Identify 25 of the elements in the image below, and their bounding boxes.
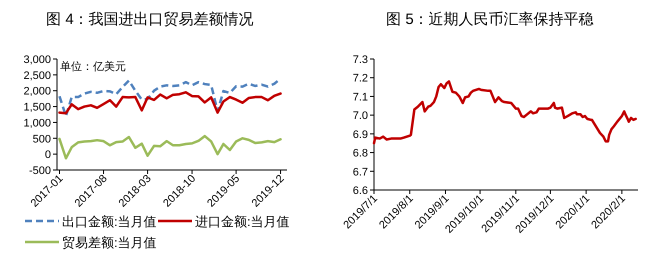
chart-title: 图 4：我国进出口贸易差额情况 [46,11,254,28]
y-tick-label: 500 [32,133,51,146]
y-tick-label: -500 [28,165,51,177]
y-tick-label: 6.6 [352,185,368,197]
annotation: 单位：亿美元 [60,60,126,73]
y-tick-label: 1,500 [23,102,51,114]
legend-label: 出口金额:当月值 [62,214,157,229]
y-tick-label: 1,000 [23,117,51,130]
legend-label: 贸易差额:当月值 [62,235,157,250]
line-series [58,91,282,114]
line-series [58,134,282,160]
y-tick-label: 3,000 [23,54,51,66]
y-tick-label: 7.0 [352,110,368,122]
legend-label: 进口金额:当月值 [195,214,290,229]
y-tick-label: 2,500 [23,70,51,82]
y-tick-label: 0 [44,149,51,162]
chart-title: 图 5：近期人民币汇率保持平稳 [386,11,594,28]
y-tick-label: 2,000 [23,86,51,98]
y-tick-label: 7.1 [352,91,368,104]
y-tick-label: 6.8 [352,148,368,160]
line-series [372,80,637,144]
y-tick-label: 7.3 [352,54,368,66]
y-tick-label: 6.9 [352,128,368,141]
y-tick-label: 7.2 [352,72,368,85]
y-tick-label: 6.7 [352,166,368,178]
